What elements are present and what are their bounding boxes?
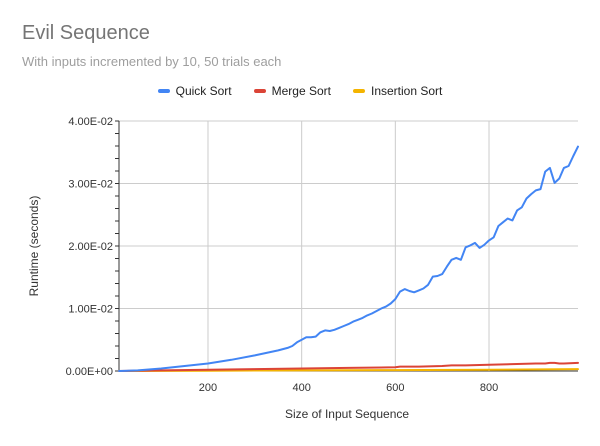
x-tick-label: 400 [292,382,310,394]
x-tick-label: 800 [480,382,498,394]
legend-label-merge-sort: Merge Sort [271,84,331,98]
y-tick-label: 1.00E-02 [68,304,113,316]
legend-item-merge-sort[interactable]: Merge Sort [253,84,331,98]
legend-swatch-merge-sort [253,89,266,93]
y-tick-label: 3.00E-02 [68,179,113,191]
y-tick-labels: 0.00E+00 1.00E-02 2.00E-02 3.00E-02 4.00E-02 [66,116,113,378]
series-line-merge-sort [118,361,579,372]
gridlines [115,120,578,372]
legend-item-quick-sort[interactable]: Quick Sort [157,84,232,98]
y-axis-label: Runtime (seconds) [27,196,41,297]
legend-item-insertion-sort[interactable]: Insertion Sort [353,84,442,98]
x-axis-label: Size of Input Sequence [285,407,409,421]
legend: Quick Sort Merge Sort Insertion Sort [0,84,600,98]
series-lines [118,145,579,372]
x-tick-label: 600 [386,382,404,394]
y-tick-label: 2.00E-02 [68,241,113,253]
x-tick-labels: 200 400 600 800 [199,382,498,394]
x-tick-label: 200 [199,382,217,394]
y-tick-label: 0.00E+00 [66,366,113,378]
chart-title: Evil Sequence [22,22,150,44]
legend-label-insertion-sort: Insertion Sort [371,84,443,98]
legend-swatch-insertion-sort [353,89,365,93]
chart-subtitle: With inputs incremented by 10, 50 trials… [22,54,282,69]
legend-swatch-quick-sort [157,89,170,93]
y-tick-label: 4.00E-02 [68,116,113,128]
series-line-quick-sort [118,145,579,372]
legend-label-quick-sort: Quick Sort [175,84,232,98]
